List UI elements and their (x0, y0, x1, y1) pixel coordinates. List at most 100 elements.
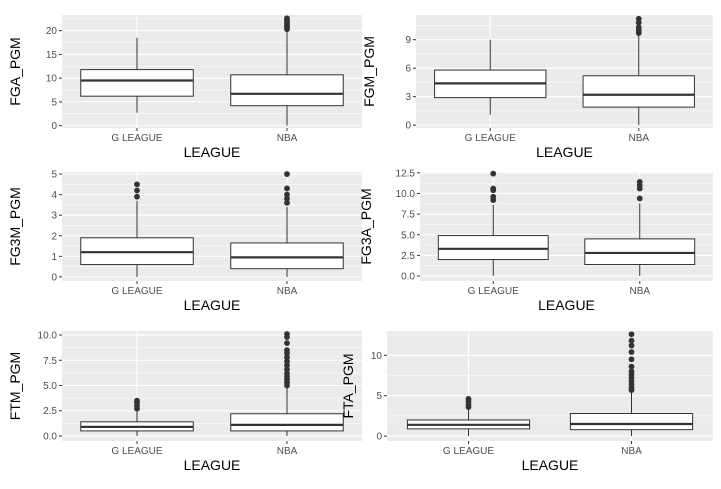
panel-fgm-pgm: 0 3 6 9 G LEAGUE NBA LEAGUE FGM_PGM (361, 15, 713, 160)
y-tick-label: 2.5 (43, 406, 57, 417)
iqr-box (230, 413, 344, 432)
y-tick-label: 9 (405, 35, 411, 46)
box-nba (230, 15, 344, 126)
panel-fg3m-pgm: 0 1 2 3 4 5 G LEAGUE NBA LEAGUE FG3M_PGM (7, 170, 362, 313)
y-tick-label: 2.5 (401, 251, 415, 262)
panel-fta-pgm: 0 5 10 G LEAGUE NBA LEAGUE FTA_PGM (340, 331, 713, 473)
outlier-point (284, 15, 290, 22)
x-axis-title: LEAGUE (184, 457, 241, 473)
box-g-league (80, 181, 194, 277)
y-tick-label: 0 (51, 121, 57, 132)
y-tick-label: 10.0 (396, 189, 416, 200)
outlier-point (284, 370, 290, 377)
y-tick-label: 3 (51, 211, 57, 222)
x-tick-label: NBA (621, 446, 642, 457)
box-nba (230, 171, 344, 277)
y-tick-label: 0 (51, 272, 57, 283)
outlier-point (284, 331, 290, 337)
x-tick-label: G LEAGUE (111, 133, 162, 144)
outlier-point (134, 181, 140, 188)
y-tick-label: 4 (51, 190, 57, 201)
outlier-point (134, 187, 140, 194)
outlier-point (284, 354, 290, 361)
y-axis-title: FGA_PGM (7, 37, 23, 105)
box-nba (569, 331, 694, 437)
outlier-point (635, 24, 642, 31)
y-tick-label: 5 (51, 170, 57, 181)
outlier-point (284, 191, 290, 198)
y-axis-title: FGM_PGM (361, 36, 377, 107)
y-tick-label: 6 (405, 64, 411, 75)
outlier-point (284, 340, 290, 347)
x-tick-label: G LEAGUE (465, 133, 516, 144)
x-tick-label: G LEAGUE (468, 286, 519, 297)
y-tick-label: 0.0 (401, 272, 415, 283)
y-tick-label: 1 (51, 252, 57, 263)
x-tick-label: NBA (277, 133, 298, 144)
x-tick-label: G LEAGUE (111, 446, 162, 457)
x-axis-title: LEAGUE (538, 297, 595, 313)
x-tick-label: G LEAGUE (111, 286, 162, 297)
outlier-point (636, 195, 643, 202)
box-g-league (80, 37, 194, 113)
x-tick-label: NBA (629, 286, 650, 297)
outlier-point (628, 363, 635, 370)
outlier-point (284, 358, 290, 365)
outlier-point (628, 337, 635, 344)
y-tick-label: 5.0 (43, 381, 57, 392)
x-tick-label: NBA (628, 133, 649, 144)
y-tick-label: 0 (376, 432, 382, 443)
x-axis-title: LEAGUE (536, 144, 593, 160)
y-tick-label: 5 (51, 97, 57, 108)
iqr-box (582, 75, 695, 108)
x-axis-title: LEAGUE (522, 457, 579, 473)
iqr-box (230, 74, 344, 107)
iqr-box (230, 242, 344, 270)
y-tick-label: 0.0 (43, 431, 57, 442)
y-tick-label: 5.0 (401, 230, 415, 241)
outlier-point (628, 368, 635, 375)
box-nba (584, 179, 696, 277)
y-axis-title: FG3M_PGM (7, 187, 23, 266)
y-tick-label: 10 (46, 74, 58, 85)
outlier-point (628, 331, 635, 338)
outlier-point (490, 170, 497, 177)
box-g-league (80, 397, 194, 436)
outlier-point (628, 349, 635, 355)
x-tick-label: NBA (277, 446, 298, 457)
y-axis-title: FTA_PGM (340, 353, 356, 418)
outlier-point (490, 193, 497, 200)
x-tick-label: NBA (277, 286, 298, 297)
y-tick-label: 20 (46, 26, 58, 37)
box-g-league (437, 170, 549, 277)
x-tick-label: G LEAGUE (443, 446, 494, 457)
y-tick-label: 7.5 (401, 210, 415, 221)
y-tick-label: 2 (51, 231, 57, 242)
y-tick-label: 10.0 (38, 331, 58, 342)
outlier-point (284, 347, 290, 354)
box-g-league (434, 39, 547, 115)
y-tick-label: 5 (376, 391, 382, 402)
x-axis-title: LEAGUE (184, 144, 241, 160)
box-g-league (406, 396, 531, 437)
outlier-point (636, 179, 643, 185)
panel-ftm-pgm: 0.0 2.5 5.0 7.5 10.0 G LEAGUE NBA LEAGUE FTM_PGM (7, 331, 362, 473)
outlier-point (628, 342, 635, 349)
y-tick-label: 15 (46, 50, 58, 61)
panel-fg3a-pgm: 0.0 2.5 5.0 7.5 10.0 12.5 G LEAGUE NBA LEAGUE FG3… (358, 168, 713, 313)
outlier-point (284, 171, 290, 177)
outlier-point (628, 356, 635, 363)
iqr-box (80, 69, 194, 97)
outlier-point (465, 396, 472, 402)
iqr-box (437, 235, 549, 261)
outlier-point (284, 366, 290, 373)
outlier-point (134, 193, 140, 200)
box-nba (230, 331, 344, 436)
y-tick-label: 10 (371, 351, 383, 362)
outlier-point (284, 362, 290, 369)
box-nba (582, 15, 695, 126)
y-tick-label: 12.5 (396, 168, 416, 179)
iqr-box (584, 238, 696, 265)
outlier-point (284, 185, 290, 192)
x-axis-title: LEAGUE (184, 297, 241, 313)
